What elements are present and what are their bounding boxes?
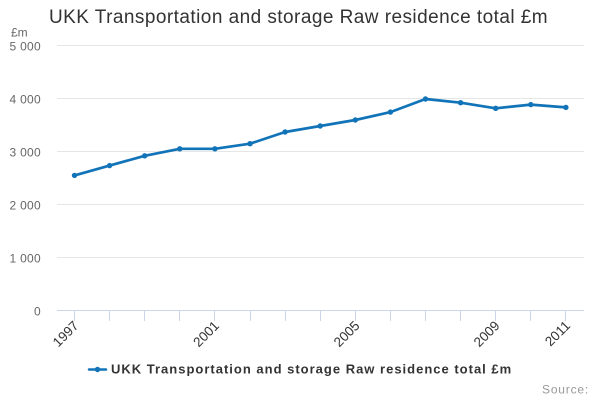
svg-text:4 000: 4 000 [9,93,41,107]
svg-text:0: 0 [34,305,41,319]
svg-text:5 000: 5 000 [9,40,41,54]
svg-text:3 000: 3 000 [9,146,41,160]
svg-text:2011: 2011 [542,318,573,349]
svg-text:UKK Transportation and storage: UKK Transportation and storage Raw resid… [49,7,548,28]
svg-text:1 000: 1 000 [9,252,41,266]
svg-text:2001: 2001 [190,318,222,350]
svg-text:2005: 2005 [331,318,363,350]
svg-text:2009: 2009 [471,318,503,350]
svg-text:2 000: 2 000 [9,199,41,213]
svg-text:Source:: Source: [542,383,589,397]
svg-text:£m: £m [11,25,28,39]
svg-text:UKK Transportation and storage: UKK Transportation and storage Raw resid… [111,362,512,377]
svg-text:1997: 1997 [50,318,82,350]
